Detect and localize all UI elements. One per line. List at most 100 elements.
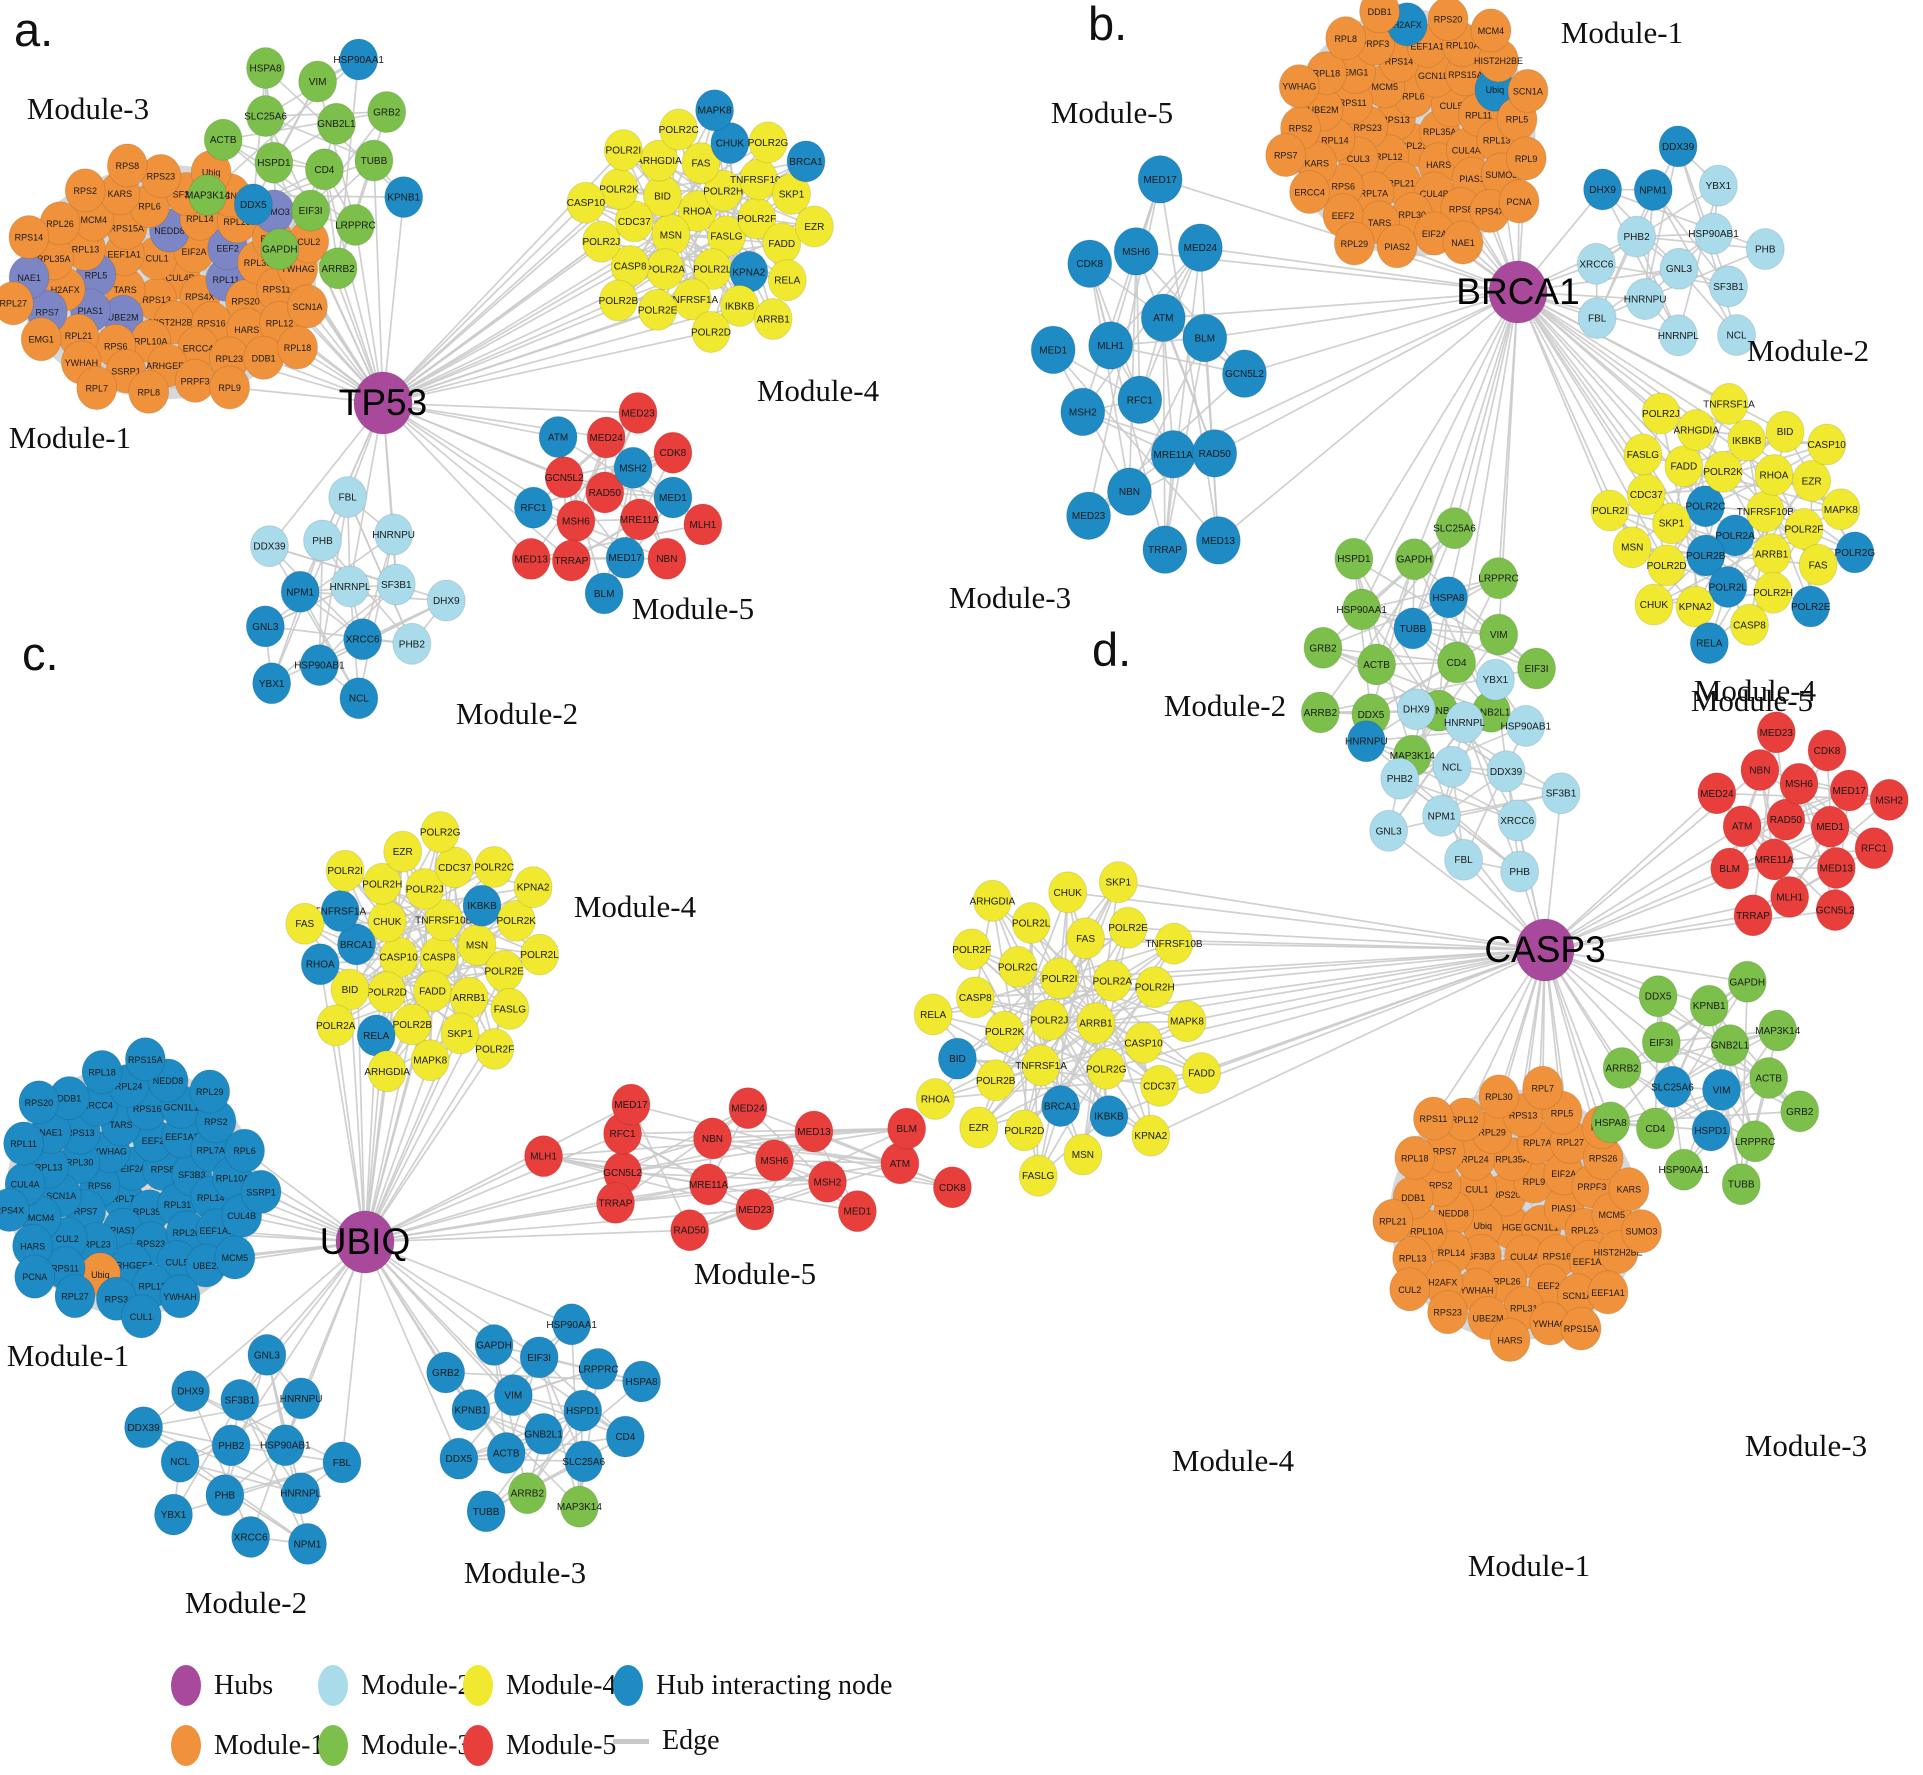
node-HSP90AA1[interactable] (552, 1303, 592, 1346)
node-POLR2K[interactable] (496, 899, 536, 942)
node-NCL[interactable] (1717, 314, 1757, 357)
node-ERCC4[interactable] (1289, 169, 1331, 215)
node-EIF3I[interactable] (1517, 647, 1557, 690)
node-EIF3I[interactable] (1641, 1021, 1681, 1064)
node-POLR2D[interactable] (1004, 1109, 1044, 1152)
node-TUBB[interactable] (1393, 607, 1433, 650)
node-ARRB2[interactable] (1300, 691, 1340, 734)
node-DHX9[interactable] (171, 1370, 211, 1413)
node-MAPK8[interactable] (695, 89, 735, 132)
node-CDC37[interactable] (1140, 1064, 1180, 1107)
node-PHB[interactable] (1500, 850, 1540, 893)
node-SKP1[interactable] (1098, 861, 1138, 904)
node-RELA[interactable] (913, 993, 953, 1036)
node-CD4[interactable] (605, 1415, 645, 1458)
node-GNL3[interactable] (1369, 809, 1409, 852)
node-MED1[interactable] (1030, 325, 1076, 375)
node-HSPA8[interactable] (1591, 1101, 1631, 1144)
node-TRRAP[interactable] (1733, 894, 1773, 937)
node-RPL8[interactable] (128, 369, 170, 414)
node-POLR2D[interactable] (691, 310, 731, 353)
node-POLR2I[interactable] (603, 129, 643, 172)
node-RPS7[interactable] (1265, 132, 1307, 178)
node-CUL2[interactable] (1389, 1267, 1431, 1312)
node-ACTB[interactable] (1749, 1057, 1789, 1100)
node-MED23[interactable] (1756, 711, 1796, 754)
node-FBL[interactable] (322, 1441, 362, 1484)
node-MSH2[interactable] (807, 1160, 847, 1203)
node-POLR2H[interactable] (362, 862, 402, 905)
node-POLR2C[interactable] (659, 108, 699, 151)
node-POLR2A[interactable] (1715, 514, 1755, 557)
node-RHOA[interactable] (915, 1078, 955, 1121)
node-LRPPRC[interactable] (1479, 557, 1519, 600)
node-ARRB2[interactable] (1602, 1046, 1642, 1089)
node-IKBKB[interactable] (462, 884, 502, 927)
node-SUMO3[interactable] (1621, 1209, 1663, 1254)
node-XRCC6[interactable] (343, 618, 383, 661)
node-KPNA2[interactable] (1131, 1114, 1171, 1157)
node-PIAS2[interactable] (1376, 224, 1418, 269)
node-FASLG[interactable] (490, 987, 530, 1030)
node-MLH1[interactable] (1088, 321, 1134, 370)
node-FBL[interactable] (1444, 838, 1484, 881)
node-RPL7[interactable] (76, 365, 118, 411)
node-FADD[interactable] (1664, 445, 1704, 488)
node-SLC25A6[interactable] (1434, 507, 1474, 550)
node-HSPD1[interactable] (1334, 537, 1374, 580)
node-POLR2C[interactable] (998, 945, 1038, 988)
node-PHB2[interactable] (1617, 215, 1657, 258)
node-ARHGDIA[interactable] (1676, 408, 1716, 452)
node-IKBKB[interactable] (1727, 419, 1767, 462)
node-CDC37[interactable] (435, 846, 475, 889)
node-LRPPRC[interactable] (335, 203, 375, 246)
node-PHB[interactable] (1745, 228, 1785, 271)
node-POLR2J[interactable] (581, 220, 621, 263)
node-BLM[interactable] (584, 572, 624, 615)
node-CUL1[interactable] (120, 1294, 162, 1339)
node-POLR2G[interactable] (1086, 1047, 1126, 1090)
node-KPNA2[interactable] (513, 866, 553, 909)
node-EZR[interactable] (383, 830, 423, 873)
node-MED23[interactable] (618, 391, 658, 434)
node-RPS15A[interactable] (1560, 1306, 1602, 1351)
node-RAD50[interactable] (670, 1209, 710, 1252)
node-POLR2A[interactable] (1092, 959, 1132, 1002)
node-TNFRSF1A[interactable] (1021, 1044, 1061, 1087)
node-SKP1[interactable] (440, 1012, 480, 1055)
node-HSP90AB1[interactable] (1506, 704, 1546, 747)
node-HNRNPL[interactable] (1445, 701, 1485, 744)
node-YWHAG[interactable] (1278, 64, 1320, 109)
node-POLR2J[interactable] (405, 867, 445, 910)
node-POLR2E[interactable] (638, 288, 678, 331)
node-PHB[interactable] (205, 1474, 245, 1517)
node-NCL[interactable] (339, 677, 379, 720)
node-FADD[interactable] (1182, 1052, 1222, 1095)
node-CD4[interactable] (304, 148, 344, 191)
node-GCN5L2[interactable] (544, 456, 584, 499)
node-ARRB2[interactable] (507, 1472, 547, 1515)
node-SF3B1[interactable] (376, 563, 416, 606)
node-CD4[interactable] (1437, 641, 1477, 684)
node-FASLG[interactable] (1623, 433, 1663, 476)
node-BID[interactable] (937, 1037, 977, 1080)
node-HSP90AA1[interactable] (1342, 588, 1382, 631)
node-RPL27[interactable] (54, 1274, 96, 1319)
node-HSP90AB1[interactable] (265, 1424, 305, 1467)
node-KPNB1[interactable] (1689, 984, 1729, 1027)
node-GAPDH[interactable] (474, 1324, 514, 1367)
node-HSPA8[interactable] (622, 1360, 662, 1403)
node-FASLG[interactable] (1018, 1154, 1058, 1197)
node-POLR2I[interactable] (325, 849, 365, 892)
node-TNFRSF10B[interactable] (1154, 922, 1194, 965)
node-DHX9[interactable] (1396, 688, 1436, 731)
node-BRCA1[interactable] (337, 923, 377, 966)
node-MED17[interactable] (1829, 769, 1869, 812)
node-BLM[interactable] (1710, 847, 1750, 890)
node-EZR[interactable] (794, 205, 834, 248)
node-CASP10[interactable] (1807, 423, 1847, 466)
node-ATM[interactable] (538, 416, 578, 459)
node-EMG1[interactable] (20, 317, 62, 362)
node-GAPDH[interactable] (1394, 538, 1434, 581)
node-GRB2[interactable] (1303, 626, 1343, 669)
